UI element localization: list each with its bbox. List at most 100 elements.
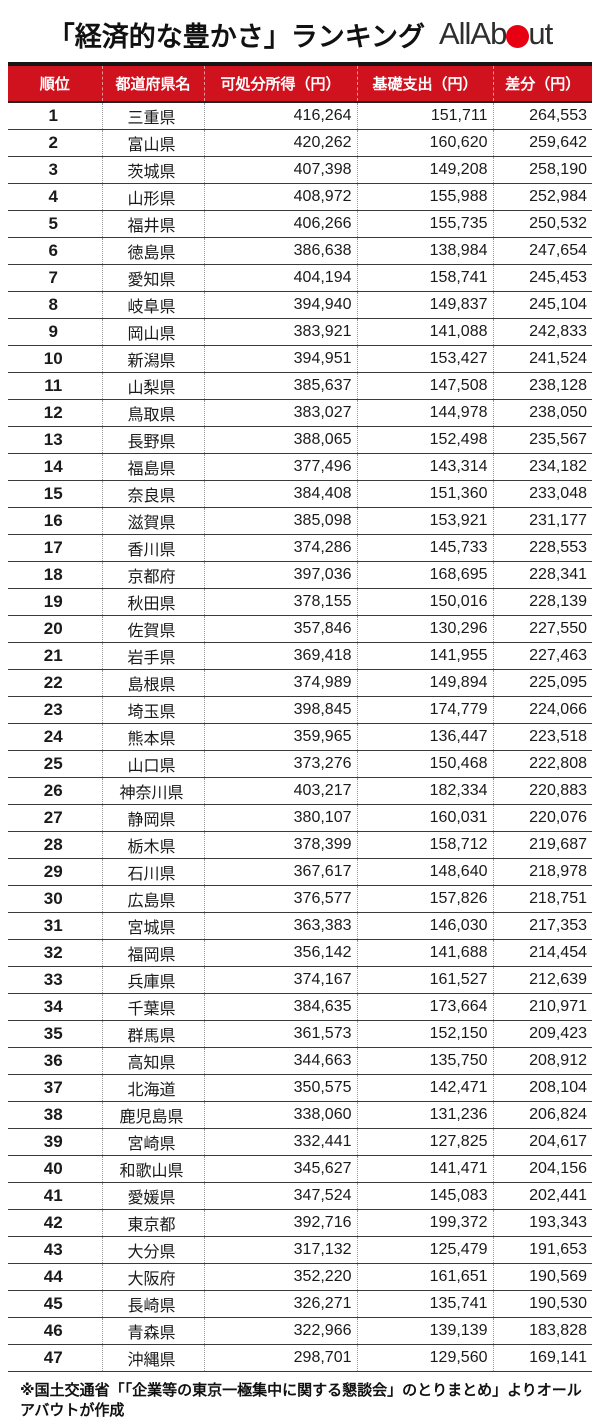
prefecture-cell: 東京都 xyxy=(101,1209,204,1237)
difference-cell: 245,104 xyxy=(492,291,592,319)
disposable-income-cell: 384,408 xyxy=(203,480,357,508)
prefecture-cell: 三重県 xyxy=(101,102,204,130)
prefecture-cell: 沖縄県 xyxy=(101,1344,204,1372)
prefecture-cell: 埼玉県 xyxy=(101,696,204,724)
table-row: 15 奈良県 384,408 151,360 233,048 xyxy=(8,480,592,508)
disposable-income-cell: 407,398 xyxy=(203,156,357,184)
prefecture-cell: 広島県 xyxy=(101,885,204,913)
prefecture-cell: 岩手県 xyxy=(101,642,204,670)
basic-expense-cell: 182,334 xyxy=(356,777,493,805)
difference-cell: 222,808 xyxy=(492,750,592,778)
basic-expense-cell: 153,427 xyxy=(356,345,493,373)
table-row: 17 香川県 374,286 145,733 228,553 xyxy=(8,534,592,562)
basic-expense-cell: 142,471 xyxy=(356,1074,493,1102)
difference-cell: 228,553 xyxy=(492,534,592,562)
difference-cell: 190,530 xyxy=(492,1290,592,1318)
table-row: 2 富山県 420,262 160,620 259,642 xyxy=(8,129,592,157)
rank-cell: 21 xyxy=(8,642,102,670)
difference-cell: 234,182 xyxy=(492,453,592,481)
prefecture-cell: 石川県 xyxy=(101,858,204,886)
disposable-income-cell: 380,107 xyxy=(203,804,357,832)
rank-cell: 16 xyxy=(8,507,102,535)
disposable-income-cell: 385,098 xyxy=(203,507,357,535)
disposable-income-cell: 347,524 xyxy=(203,1182,357,1210)
table-row: 6 徳島県 386,638 138,984 247,654 xyxy=(8,237,592,265)
difference-cell: 233,048 xyxy=(492,480,592,508)
difference-cell: 245,453 xyxy=(492,264,592,292)
rank-cell: 12 xyxy=(8,399,102,427)
disposable-income-cell: 378,399 xyxy=(203,831,357,859)
difference-cell: 193,343 xyxy=(492,1209,592,1237)
table-row: 14 福島県 377,496 143,314 234,182 xyxy=(8,453,592,481)
basic-expense-cell: 144,978 xyxy=(356,399,493,427)
basic-expense-cell: 135,741 xyxy=(356,1290,493,1318)
disposable-income-cell: 406,266 xyxy=(203,210,357,238)
basic-expense-cell: 174,779 xyxy=(356,696,493,724)
rank-cell: 45 xyxy=(8,1290,102,1318)
disposable-income-cell: 408,972 xyxy=(203,183,357,211)
rank-cell: 17 xyxy=(8,534,102,562)
prefecture-cell: 福井県 xyxy=(101,210,204,238)
basic-expense-cell: 141,688 xyxy=(356,939,493,967)
rank-cell: 8 xyxy=(8,291,102,319)
disposable-income-cell: 403,217 xyxy=(203,777,357,805)
disposable-income-cell: 385,637 xyxy=(203,372,357,400)
rank-cell: 41 xyxy=(8,1182,102,1210)
basic-expense-cell: 161,527 xyxy=(356,966,493,994)
prefecture-cell: 熊本県 xyxy=(101,723,204,751)
rank-cell: 42 xyxy=(8,1209,102,1237)
logo-text-after: ut xyxy=(528,16,553,51)
difference-cell: 238,128 xyxy=(492,372,592,400)
table-row: 39 宮崎県 332,441 127,825 204,617 xyxy=(8,1128,592,1156)
rank-cell: 30 xyxy=(8,885,102,913)
rank-cell: 44 xyxy=(8,1263,102,1291)
basic-expense-cell: 139,139 xyxy=(356,1317,493,1345)
rank-cell: 47 xyxy=(8,1344,102,1372)
prefecture-cell: 大阪府 xyxy=(101,1263,204,1291)
basic-expense-cell: 148,640 xyxy=(356,858,493,886)
basic-expense-cell: 155,735 xyxy=(356,210,493,238)
prefecture-cell: 島根県 xyxy=(101,669,204,697)
disposable-income-cell: 332,441 xyxy=(203,1128,357,1156)
prefecture-cell: 佐賀県 xyxy=(101,615,204,643)
basic-expense-cell: 158,741 xyxy=(356,264,493,292)
prefecture-cell: 鳥取県 xyxy=(101,399,204,427)
rank-cell: 23 xyxy=(8,696,102,724)
disposable-income-cell: 322,966 xyxy=(203,1317,357,1345)
difference-cell: 228,341 xyxy=(492,561,592,589)
table-row: 5 福井県 406,266 155,735 250,532 xyxy=(8,210,592,238)
rank-cell: 35 xyxy=(8,1020,102,1048)
basic-expense-cell: 199,372 xyxy=(356,1209,493,1237)
disposable-income-cell: 373,276 xyxy=(203,750,357,778)
prefecture-cell: 滋賀県 xyxy=(101,507,204,535)
table-row: 13 長野県 388,065 152,498 235,567 xyxy=(8,426,592,454)
prefecture-cell: 岐阜県 xyxy=(101,291,204,319)
basic-expense-cell: 127,825 xyxy=(356,1128,493,1156)
difference-cell: 214,454 xyxy=(492,939,592,967)
table-row: 42 東京都 392,716 199,372 193,343 xyxy=(8,1209,592,1237)
disposable-income-cell: 420,262 xyxy=(203,129,357,157)
basic-expense-cell: 160,031 xyxy=(356,804,493,832)
prefecture-cell: 山梨県 xyxy=(101,372,204,400)
table-row: 1 三重県 416,264 151,711 264,553 xyxy=(8,102,592,130)
disposable-income-cell: 416,264 xyxy=(203,102,357,130)
rank-cell: 14 xyxy=(8,453,102,481)
table-row: 10 新潟県 394,951 153,427 241,524 xyxy=(8,345,592,373)
prefecture-cell: 福島県 xyxy=(101,453,204,481)
table-row: 8 岐阜県 394,940 149,837 245,104 xyxy=(8,291,592,319)
basic-expense-cell: 153,921 xyxy=(356,507,493,535)
prefecture-cell: 和歌山県 xyxy=(101,1155,204,1183)
difference-cell: 206,824 xyxy=(492,1101,592,1129)
logo-red-dot-icon xyxy=(506,24,530,48)
rank-cell: 33 xyxy=(8,966,102,994)
rank-cell: 39 xyxy=(8,1128,102,1156)
prefecture-cell: 鹿児島県 xyxy=(101,1101,204,1129)
table-row: 45 長崎県 326,271 135,741 190,530 xyxy=(8,1290,592,1318)
table-row: 41 愛媛県 347,524 145,083 202,441 xyxy=(8,1182,592,1210)
difference-cell: 219,687 xyxy=(492,831,592,859)
disposable-income-cell: 317,132 xyxy=(203,1236,357,1264)
table-row: 37 北海道 350,575 142,471 208,104 xyxy=(8,1074,592,1102)
prefecture-cell: 青森県 xyxy=(101,1317,204,1345)
basic-expense-cell: 145,083 xyxy=(356,1182,493,1210)
disposable-income-cell: 386,638 xyxy=(203,237,357,265)
